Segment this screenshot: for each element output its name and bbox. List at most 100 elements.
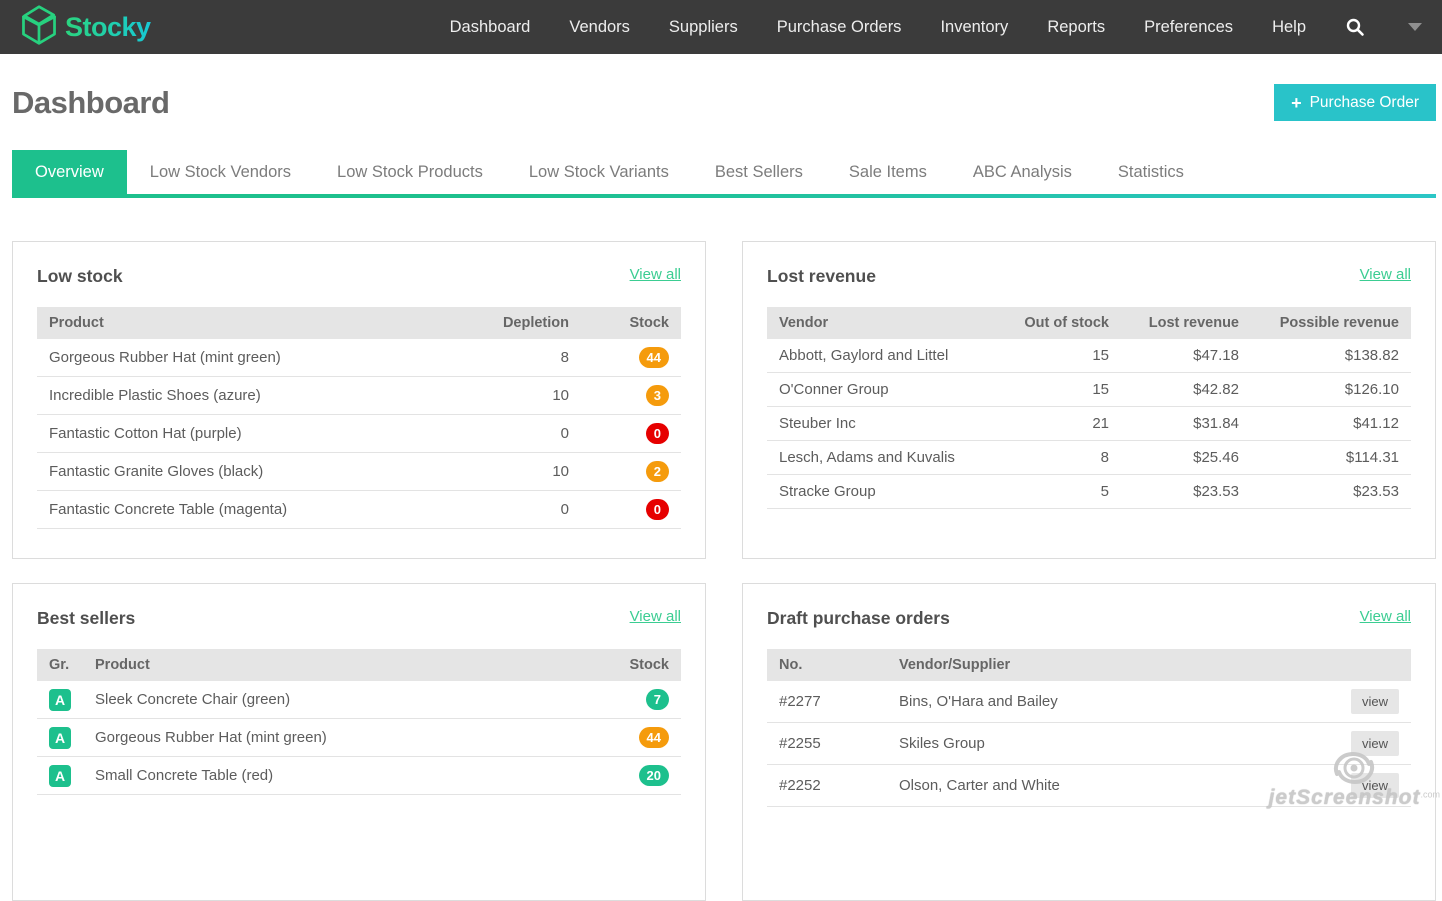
best-sellers-card: Best sellers View all Gr. Product Stock … (12, 583, 706, 901)
out-of-stock-value: 15 (991, 372, 1121, 407)
table-row: #2277 Bins, O'Hara and Bailey view (767, 681, 1411, 723)
depletion-value: 10 (451, 452, 581, 491)
tabs-bar: Overview Low Stock Vendors Low Stock Pro… (12, 150, 1436, 198)
top-navbar: Stocky Dashboard Vendors Suppliers Purch… (0, 0, 1442, 54)
column-header-action (1338, 649, 1411, 681)
page-title: Dashboard (12, 84, 170, 120)
column-header-stock: Stock (581, 307, 681, 339)
table-row: O'Conner Group 15 $42.82 $126.10 (767, 372, 1411, 407)
column-header-possible-revenue: Possible revenue (1251, 307, 1411, 339)
nav-item-reports[interactable]: Reports (1047, 17, 1106, 36)
view-button[interactable]: view (1350, 731, 1399, 756)
depletion-value: 0 (451, 490, 581, 529)
tab-low-stock-variants[interactable]: Low Stock Variants (528, 163, 669, 181)
table-row: Gorgeous Rubber Hat (mint green) 8 44 (37, 339, 681, 377)
po-vendor-supplier: Olson, Carter and White (887, 764, 1339, 807)
column-header-no: No. (767, 649, 887, 681)
lost-revenue-card: Lost revenue View all Vendor Out of stoc… (742, 241, 1436, 559)
nav-item-purchase-orders[interactable]: Purchase Orders (776, 17, 902, 36)
stocky-logo[interactable]: Stocky (20, 4, 151, 51)
low-stock-table: Product Depletion Stock Gorgeous Rubber … (37, 307, 681, 529)
grade-badge: A (49, 764, 71, 787)
view-button[interactable]: view (1350, 773, 1399, 798)
product-name: Incredible Plastic Shoes (azure) (37, 376, 451, 415)
nav-item-help[interactable]: Help (1272, 17, 1306, 36)
best-sellers-title: Best sellers (37, 608, 136, 628)
nav-item-suppliers[interactable]: Suppliers (668, 17, 738, 36)
po-vendor-supplier: Bins, O'Hara and Bailey (887, 681, 1339, 723)
tab-sale-items[interactable]: Sale Items (848, 163, 927, 181)
best-sellers-view-all-link[interactable]: View all (629, 608, 681, 625)
product-name: Fantastic Concrete Table (magenta) (37, 490, 451, 529)
brand-name: Stocky (65, 11, 151, 42)
tab-low-stock-products[interactable]: Low Stock Products (337, 163, 483, 181)
column-header-stock: Stock (581, 649, 681, 681)
out-of-stock-value: 15 (991, 339, 1121, 373)
column-header-lost-revenue: Lost revenue (1121, 307, 1251, 339)
vendor-name: Stracke Group (767, 474, 991, 509)
nav-item-vendors[interactable]: Vendors (569, 17, 630, 36)
best-sellers-table: Gr. Product Stock A Sleek Concrete Chair… (37, 649, 681, 795)
stock-badge: 0 (645, 499, 669, 520)
possible-revenue-value: $114.31 (1251, 440, 1411, 475)
column-header-out-of-stock: Out of stock (991, 307, 1121, 339)
lost-revenue-view-all-link[interactable]: View all (1359, 266, 1411, 283)
stock-badge: 3 (645, 385, 669, 406)
possible-revenue-value: $138.82 (1251, 339, 1411, 373)
grade-badge: A (49, 688, 71, 711)
draft-purchase-orders-card: Draft purchase orders View all No. Vendo… (742, 583, 1436, 901)
po-vendor-supplier: Skiles Group (887, 722, 1339, 765)
view-button[interactable]: view (1350, 689, 1399, 714)
nav-item-preferences[interactable]: Preferences (1144, 17, 1234, 36)
tabs-underline (12, 194, 1436, 198)
table-row: Fantastic Granite Gloves (black) 10 2 (37, 452, 681, 491)
tab-low-stock-vendors[interactable]: Low Stock Vendors (149, 163, 292, 181)
out-of-stock-value: 21 (991, 406, 1121, 441)
lost-revenue-title: Lost revenue (767, 266, 876, 286)
tab-statistics[interactable]: Statistics (1117, 163, 1184, 181)
depletion-value: 8 (451, 339, 581, 377)
possible-revenue-value: $23.53 (1251, 474, 1411, 509)
product-name: Fantastic Granite Gloves (black) (37, 452, 451, 491)
stock-badge: 20 (638, 765, 669, 786)
new-purchase-order-button[interactable]: + Purchase Order (1274, 84, 1436, 121)
low-stock-title: Low stock (37, 266, 123, 286)
out-of-stock-value: 8 (991, 440, 1121, 475)
stock-badge: 44 (638, 347, 669, 368)
tab-best-sellers[interactable]: Best Sellers (714, 163, 803, 181)
vendor-name: Lesch, Adams and Kuvalis (767, 440, 991, 475)
draft-purchase-orders-view-all-link[interactable]: View all (1359, 608, 1411, 625)
table-row: A Small Concrete Table (red) 20 (37, 756, 681, 795)
tab-overview[interactable]: Overview (12, 150, 127, 194)
table-row: Lesch, Adams and Kuvalis 8 $25.46 $114.3… (767, 440, 1411, 475)
stock-badge: 2 (645, 461, 669, 482)
tab-abc-analysis[interactable]: ABC Analysis (972, 163, 1072, 181)
possible-revenue-value: $41.12 (1251, 406, 1411, 441)
po-number: #2255 (767, 722, 887, 765)
cube-logo-icon (20, 4, 58, 51)
possible-revenue-value: $126.10 (1251, 372, 1411, 407)
table-row: A Gorgeous Rubber Hat (mint green) 44 (37, 718, 681, 757)
table-row: Stracke Group 5 $23.53 $23.53 (767, 474, 1411, 509)
po-number: #2277 (767, 681, 887, 723)
table-row: #2255 Skiles Group view (767, 722, 1411, 765)
low-stock-view-all-link[interactable]: View all (629, 266, 681, 283)
table-row: #2252 Olson, Carter and White view (767, 764, 1411, 807)
po-number: #2252 (767, 764, 887, 807)
page-content: Dashboard + Purchase Order Overview Low … (0, 84, 1442, 901)
table-row: Steuber Inc 21 $31.84 $41.12 (767, 406, 1411, 441)
nav-item-inventory[interactable]: Inventory (940, 17, 1009, 36)
stock-badge: 44 (638, 727, 669, 748)
account-caret-down-icon[interactable] (1408, 23, 1422, 31)
search-icon[interactable] (1345, 17, 1365, 37)
draft-purchase-orders-table: No. Vendor/Supplier #2277 Bins, O'Hara a… (767, 649, 1411, 807)
table-row: Abbott, Gaylord and Littel 15 $47.18 $13… (767, 339, 1411, 373)
product-name: Gorgeous Rubber Hat (mint green) (37, 339, 451, 377)
table-row: Fantastic Cotton Hat (purple) 0 0 (37, 414, 681, 453)
draft-purchase-orders-title: Draft purchase orders (767, 608, 950, 628)
new-purchase-order-label: Purchase Order (1309, 93, 1419, 111)
nav-item-dashboard[interactable]: Dashboard (449, 17, 531, 36)
column-header-depletion: Depletion (451, 307, 581, 339)
product-name: Fantastic Cotton Hat (purple) (37, 414, 451, 453)
lost-revenue-value: $25.46 (1121, 440, 1251, 475)
